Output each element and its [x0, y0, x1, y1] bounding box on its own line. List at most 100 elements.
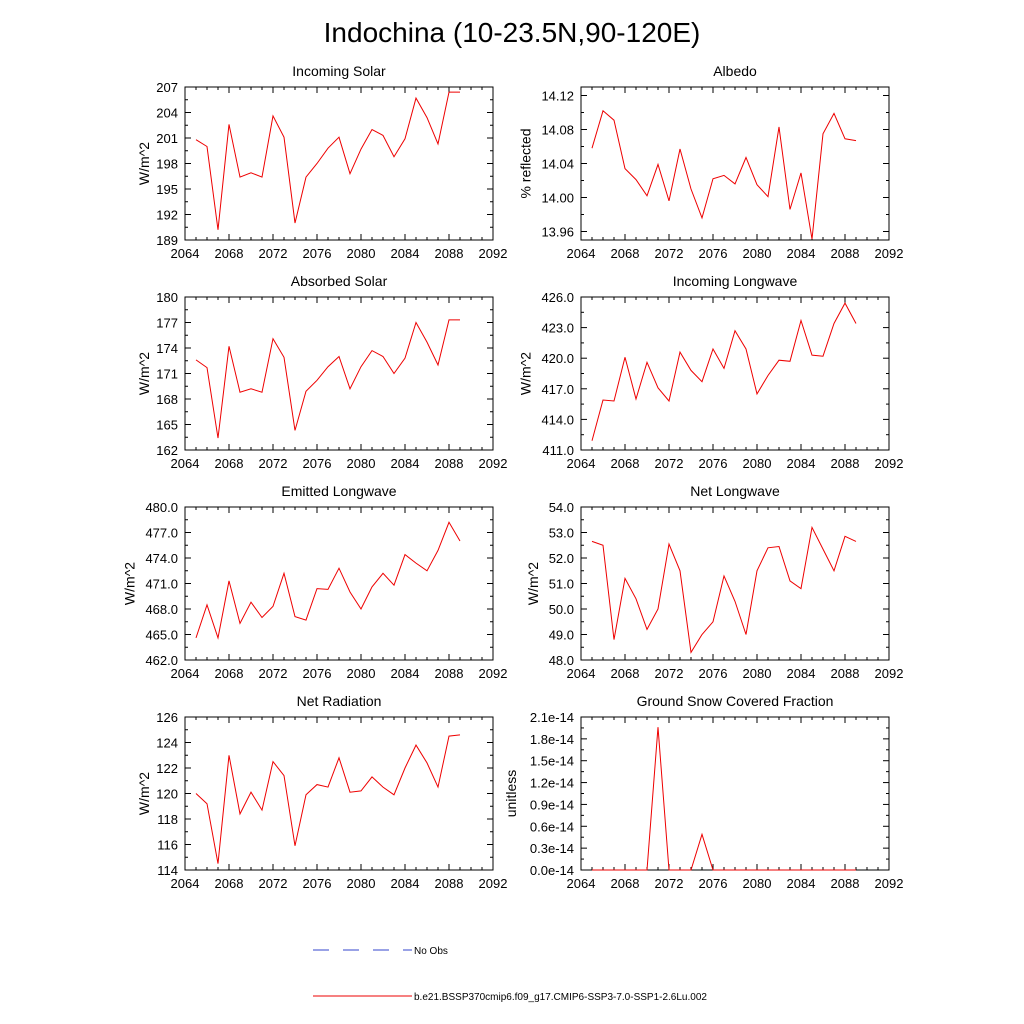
y-tick-label: 417.0 — [541, 382, 574, 397]
x-tick-label: 2092 — [875, 876, 904, 891]
y-tick-label: 411.0 — [542, 443, 574, 458]
y-axis-label: unitless — [503, 770, 519, 817]
y-tick-label: 2.1e-14 — [530, 710, 574, 725]
y-tick-label: 204 — [156, 106, 178, 121]
y-tick-label: 480.0 — [145, 500, 178, 515]
y-tick-label: 0.9e-14 — [530, 797, 574, 812]
chart-net-longwave: Net Longwave 2064 2068 2072 2076 2080 2084 2088… — [525, 483, 904, 681]
y-tick-label: 468.0 — [145, 602, 178, 617]
x-tick-label: 2068 — [215, 246, 244, 261]
series-line — [195, 521, 461, 640]
y-tick-label: 477.0 — [145, 526, 178, 541]
x-tick-label: 2084 — [787, 246, 816, 261]
x-tick-label: 2092 — [875, 456, 904, 471]
x-tick-label: 2064 — [567, 246, 596, 261]
x-tick-label: 2088 — [435, 246, 464, 261]
x-tick-label: 2080 — [347, 876, 376, 891]
y-tick-label: 120 — [156, 787, 178, 802]
y-tick-label: 13.96 — [541, 225, 574, 240]
y-tick-label: 0.3e-14 — [530, 841, 574, 856]
y-tick-label: 168 — [156, 392, 178, 407]
panel-title: Net Longwave — [690, 483, 780, 499]
y-tick-label: 51.0 — [549, 577, 574, 592]
plot-frame — [580, 86, 890, 241]
x-tick-label: 2068 — [611, 666, 640, 681]
x-tick-label: 2080 — [347, 666, 376, 681]
y-tick-label: 180 — [156, 290, 178, 305]
x-tick-label: 2084 — [391, 876, 420, 891]
x-tick-label: 2080 — [743, 876, 772, 891]
x-tick-label: 2072 — [655, 246, 684, 261]
x-tick-label: 2072 — [655, 666, 684, 681]
x-tick-label: 2092 — [479, 456, 508, 471]
y-tick-label: 124 — [156, 736, 178, 751]
x-tick-label: 2080 — [743, 456, 772, 471]
y-tick-label: 177 — [156, 316, 178, 331]
y-tick-label: 465.0 — [145, 628, 178, 643]
x-tick-label: 2076 — [303, 246, 332, 261]
x-tick-label: 2076 — [699, 666, 728, 681]
y-tick-label: 192 — [156, 208, 178, 223]
x-tick-label: 2068 — [215, 456, 244, 471]
chart-panels: Incoming Solar 2064 2068 2072 2076 2080 2084 20… — [122, 63, 904, 891]
y-tick-label: 14.00 — [541, 191, 574, 206]
x-tick-label: 2068 — [611, 876, 640, 891]
series-line — [195, 91, 460, 230]
x-tick-label: 2072 — [655, 876, 684, 891]
y-tick-label: 462.0 — [145, 653, 178, 668]
y-tick-label: 474.0 — [145, 551, 178, 566]
y-tick-label: 471.0 — [145, 577, 178, 592]
x-tick-label: 2072 — [259, 666, 288, 681]
series-line — [591, 109, 857, 240]
legend-no-obs-label: No Obs — [414, 946, 448, 957]
y-axis-label: W/m^2 — [122, 562, 138, 605]
plot-frame — [184, 716, 494, 871]
x-tick-label: 2084 — [391, 246, 420, 261]
x-tick-label: 2084 — [787, 456, 816, 471]
plot-frame — [184, 86, 494, 241]
x-tick-label: 2088 — [831, 246, 860, 261]
y-axis-label: W/m^2 — [525, 562, 541, 605]
series-line — [591, 302, 857, 441]
x-tick-label: 2068 — [215, 666, 244, 681]
chart-absorbed-solar: Absorbed Solar 2064 2068 2072 2076 2080 2084 20… — [136, 273, 507, 471]
x-tick-label: 2088 — [435, 456, 464, 471]
y-tick-label: 198 — [156, 157, 178, 172]
x-tick-label: 2092 — [479, 876, 508, 891]
y-tick-label: 420.0 — [541, 351, 574, 366]
y-tick-label: 14.04 — [541, 157, 574, 172]
y-tick-label: 126 — [156, 710, 178, 725]
x-tick-label: 2072 — [259, 246, 288, 261]
panel-title: Emitted Longwave — [281, 483, 396, 499]
chart-albedo: Albedo 2064 2068 2072 2076 2080 2084 2088 2092 13… — [518, 63, 904, 261]
y-tick-label: 171 — [156, 367, 178, 382]
x-tick-label: 2072 — [259, 876, 288, 891]
y-tick-label: 414.0 — [541, 412, 574, 427]
y-axis-label: W/m^2 — [136, 772, 152, 815]
x-tick-label: 2064 — [171, 876, 200, 891]
x-tick-label: 2068 — [611, 246, 640, 261]
panel-title: Incoming Longwave — [673, 273, 798, 289]
figure-title: Indochina (10-23.5N,90-120E) — [324, 17, 701, 48]
y-tick-label: 118 — [157, 812, 178, 827]
y-tick-label: 52.0 — [549, 551, 574, 566]
y-tick-label: 426.0 — [541, 290, 574, 305]
y-tick-label: 0.0e-14 — [530, 863, 574, 878]
x-tick-label: 2064 — [567, 456, 596, 471]
plot-frame — [184, 296, 494, 451]
x-tick-label: 2076 — [699, 456, 728, 471]
y-tick-label: 122 — [156, 761, 178, 776]
y-axis-label: W/m^2 — [136, 142, 152, 185]
y-tick-label: 201 — [156, 131, 178, 146]
y-axis-label: % reflected — [518, 128, 534, 198]
x-tick-label: 2084 — [391, 666, 420, 681]
y-tick-label: 48.0 — [549, 653, 574, 668]
x-tick-label: 2076 — [699, 876, 728, 891]
y-tick-label: 14.08 — [541, 123, 574, 138]
legend: No Obs b.e21.BSSP370cmip6.f09_g17.CMIP6-… — [313, 946, 707, 1003]
series-line — [592, 727, 856, 871]
series-line — [195, 319, 460, 439]
y-tick-label: 14.12 — [541, 89, 574, 104]
x-tick-label: 2068 — [215, 876, 244, 891]
